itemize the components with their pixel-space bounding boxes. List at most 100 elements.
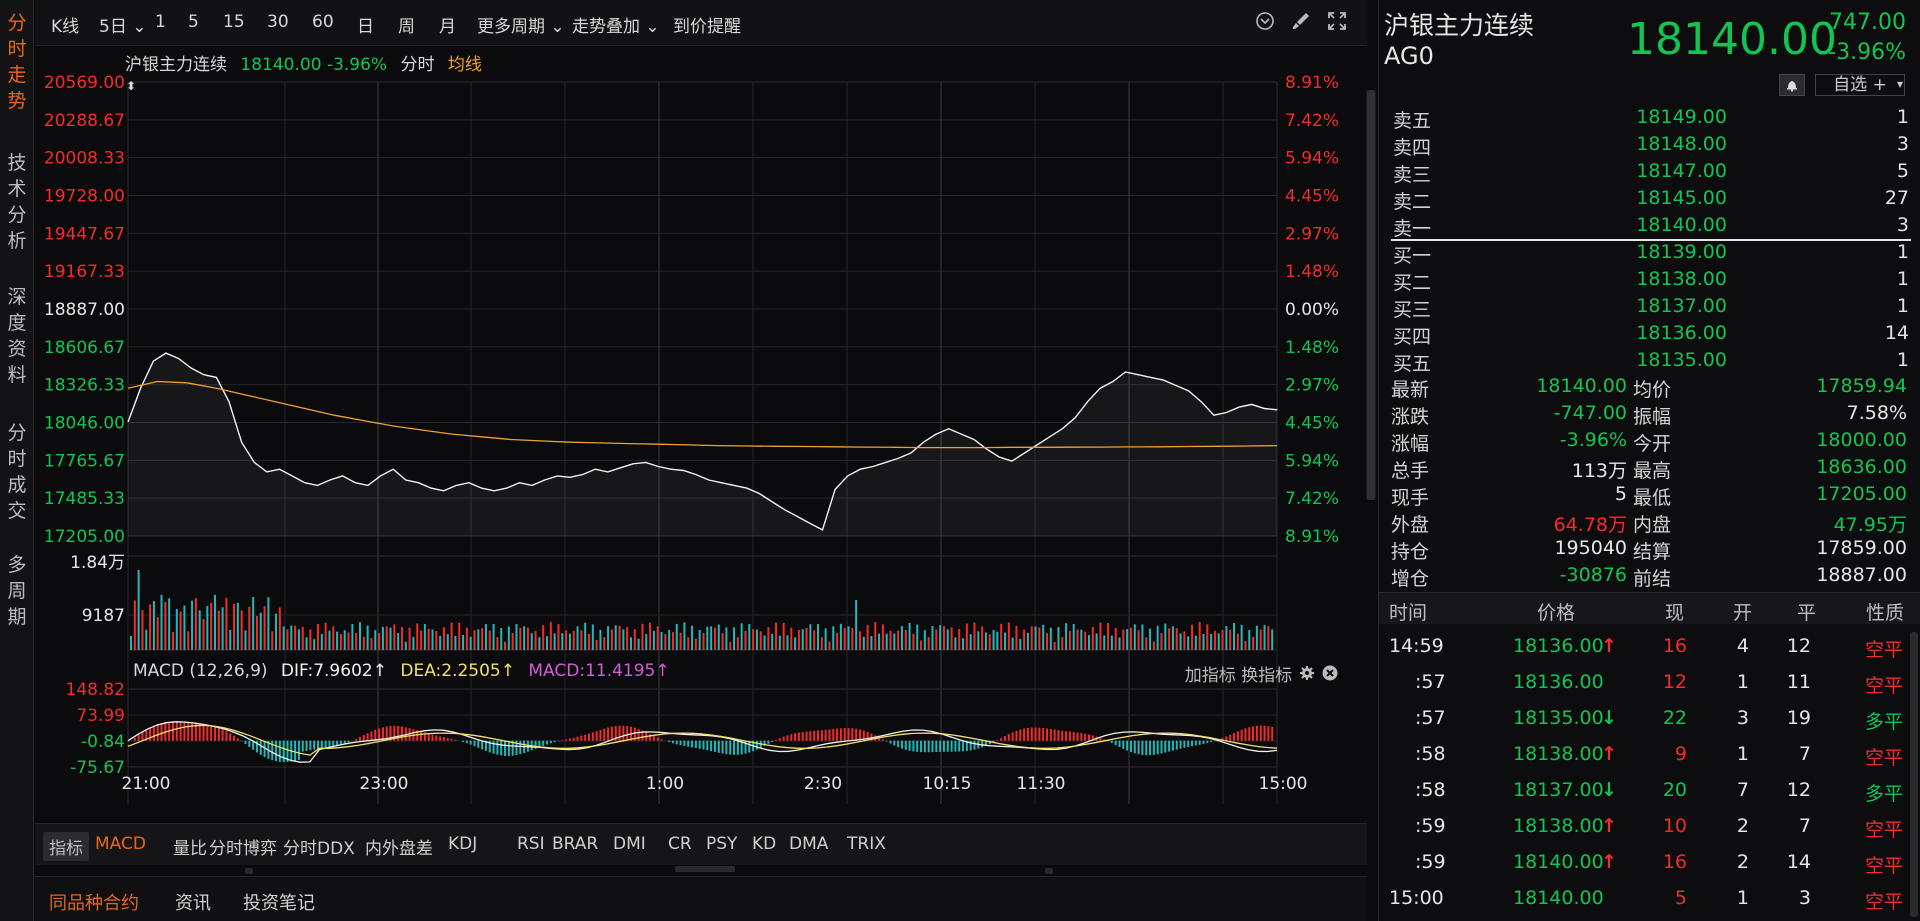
indicator-tab-内外盘差[interactable]: 内外盘差 <box>365 839 433 859</box>
tab-same-contracts[interactable]: 同品种合约 <box>49 893 139 914</box>
trade-row[interactable]: :59 18138.00 ↑ 10 2 7 空平 <box>1379 808 1920 844</box>
macd-bar <box>263 740 266 757</box>
trade-row[interactable]: 14:59 18136.00 ↑ 16 4 12 空平 <box>1379 628 1920 664</box>
indicator-tab-cr[interactable]: CR <box>668 834 692 854</box>
macd-bar <box>362 735 365 741</box>
trade-row[interactable]: :57 18136.00 12 1 11 空平 <box>1379 664 1920 700</box>
chart-scroll-thumb[interactable] <box>1367 90 1375 500</box>
ask-row[interactable]: 卖四 18148.00 3 <box>1379 133 1920 160</box>
chart-scrollbar[interactable] <box>1366 90 1376 500</box>
volume-bar <box>454 635 457 650</box>
macd-bar <box>523 740 526 754</box>
nav-tab-multiperiod[interactable]: 多周期 <box>7 554 27 628</box>
trade-row[interactable]: :57 18135.00 ↓ 22 3 19 多平 <box>1379 700 1920 736</box>
toolbar-5min[interactable]: 5 <box>188 12 199 32</box>
bell-icon[interactable] <box>1779 74 1805 96</box>
price-change-pct: -3.96% <box>1828 40 1906 65</box>
fullscreen-icon[interactable] <box>1325 10 1349 34</box>
splitter-dots-right[interactable] <box>1045 868 1053 874</box>
nav-tab-technical[interactable]: 技术分析 <box>7 152 27 252</box>
indicator-tab-trix[interactable]: TRIX <box>847 834 886 854</box>
splitter-dots-left[interactable] <box>245 868 253 874</box>
ask-row[interactable]: 卖三 18147.00 5 <box>1379 160 1920 187</box>
trades-scrollbar[interactable] <box>1910 632 1918 917</box>
switch-indicator-link[interactable]: 换指标 <box>1241 666 1293 686</box>
indicator-tab-分时博弈[interactable]: 分时博弈 <box>209 839 277 859</box>
toolbar-60min[interactable]: 60 <box>312 12 334 32</box>
toolbar-30min[interactable]: 30 <box>267 12 289 32</box>
indicator-tab-dmi[interactable]: DMI <box>613 834 646 854</box>
toolbar-kline[interactable]: K线 <box>51 17 80 37</box>
toolbar-5day[interactable]: 5日 ⌄ <box>99 17 147 37</box>
indicator-tab-rsi[interactable]: RSI <box>517 834 545 854</box>
bid-row[interactable]: 买一 18139.00 1 <box>1379 241 1920 268</box>
gear-icon[interactable] <box>1298 665 1316 686</box>
trade-row[interactable]: :58 18138.00 ↑ 9 1 7 空平 <box>1379 736 1920 772</box>
stat-label: 外盘 <box>1391 514 1430 536</box>
indicator-tab-kdj[interactable]: KDJ <box>448 834 478 854</box>
bid-row[interactable]: 买四 18136.00 14 <box>1379 322 1920 349</box>
macd-bar <box>977 740 980 749</box>
brush-icon[interactable] <box>1289 10 1313 34</box>
volume-bar <box>1221 630 1224 650</box>
volume-bar <box>996 631 999 650</box>
macd-bar <box>1225 736 1228 741</box>
volume-bar <box>233 604 236 650</box>
macd-bar <box>336 740 339 746</box>
nav-tab-depth[interactable]: 深度资料 <box>7 286 27 386</box>
volume-bar <box>255 616 258 650</box>
circle-chevron-icon[interactable] <box>1253 10 1277 34</box>
bid-row[interactable]: 买三 18137.00 1 <box>1379 295 1920 322</box>
resize-handle[interactable] <box>675 866 735 872</box>
toolbar-day[interactable]: 日 <box>357 17 374 37</box>
volume-bar <box>1118 637 1121 650</box>
indicator-label[interactable]: 指标 <box>43 832 89 861</box>
toolbar-more-periods[interactable]: 更多周期 ⌄ <box>477 17 565 37</box>
indicator-tab-psy[interactable]: PSY <box>706 834 738 854</box>
toolbar-week[interactable]: 周 <box>398 17 415 37</box>
volume-bar <box>775 622 778 650</box>
add-indicator-link[interactable]: 加指标 <box>1184 666 1236 686</box>
indicator-tab-macd[interactable]: MACD <box>95 834 146 854</box>
volume-bar <box>656 626 659 650</box>
macd-bar <box>1023 728 1026 741</box>
indicator-tab-brar[interactable]: BRAR <box>552 834 599 854</box>
trade-volume: 22 <box>1662 707 1687 729</box>
bid-row[interactable]: 买二 18138.00 1 <box>1379 268 1920 295</box>
toolbar-15min[interactable]: 15 <box>223 12 245 32</box>
volume-bar <box>389 627 392 650</box>
indicator-tab-dma[interactable]: DMA <box>789 834 829 854</box>
price-tick-label: 20008.33 <box>44 149 125 169</box>
toolbar-price-alert[interactable]: 到价提醒 <box>673 17 741 37</box>
volume-bar <box>1183 631 1186 650</box>
toolbar-month[interactable]: 月 <box>439 17 456 37</box>
ask-row[interactable]: 卖二 18145.00 27 <box>1379 187 1920 214</box>
volume-bar <box>481 628 484 650</box>
pct-tick-label: 8.91% <box>1285 527 1339 547</box>
trade-row[interactable]: :58 18137.00 ↓ 20 7 12 多平 <box>1379 772 1920 808</box>
toolbar-overlay[interactable]: 走势叠加 ⌄ <box>572 17 660 37</box>
pct-tick-label: 7.42% <box>1285 489 1339 509</box>
indicator-tab-量比[interactable]: 量比 <box>173 839 207 859</box>
intraday-chart[interactable]: 20569.00 8.91% 20288.67 7.42% 20008.33 5.94% 1… <box>35 0 1367 820</box>
tab-notes[interactable]: 投资笔记 <box>243 893 315 914</box>
volume-bar <box>1244 640 1247 650</box>
level-price: 18147.00 <box>1636 160 1727 182</box>
trade-open: 4 <box>1736 635 1749 657</box>
watchlist-dropdown-icon[interactable]: ▾ <box>1896 77 1904 91</box>
ask-row[interactable]: 卖一 18140.00 3 <box>1379 214 1920 241</box>
nav-tab-ticks[interactable]: 分时成交 <box>7 422 27 522</box>
indicator-tab-kd[interactable]: KD <box>752 834 777 854</box>
ask-row[interactable]: 卖五 18149.00 1 <box>1379 106 1920 133</box>
tab-news[interactable]: 资讯 <box>175 893 211 914</box>
close-icon[interactable] <box>1321 665 1339 686</box>
trade-row[interactable]: :59 18140.00 ↑ 16 2 14 空平 <box>1379 844 1920 880</box>
indicator-tab-分时ddx[interactable]: 分时DDX <box>283 839 355 859</box>
add-watchlist-button[interactable]: 自选 + <box>1815 74 1905 96</box>
toolbar-1min[interactable]: 1 <box>155 12 166 32</box>
trade-row[interactable]: 15:00 18140.00 5 1 3 空平 <box>1379 880 1920 916</box>
macd-bar <box>1233 733 1236 741</box>
bid-row[interactable]: 买五 18135.00 1 <box>1379 349 1920 376</box>
nav-tab-timeshare[interactable]: 分时走势 <box>7 12 27 112</box>
volume-bar <box>1019 638 1022 650</box>
